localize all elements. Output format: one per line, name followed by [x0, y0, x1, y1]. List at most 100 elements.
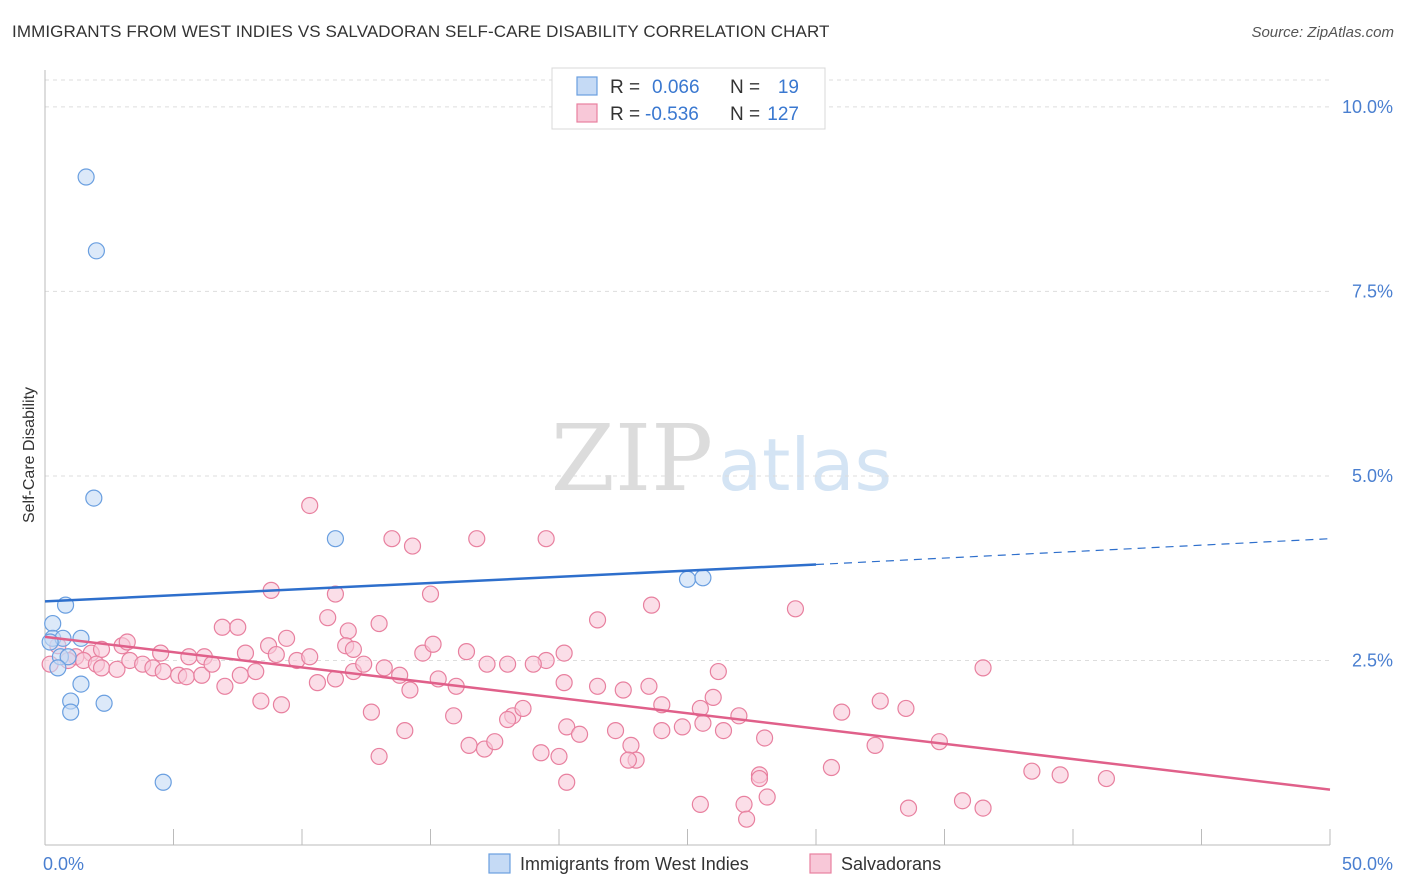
point-salvadorans [691, 795, 709, 814]
stats-r-label-2: R = [610, 104, 640, 125]
point-salvadorans [154, 662, 172, 681]
watermark-atlas: atlas [718, 423, 892, 507]
stats-n-value-1: 19 [778, 77, 799, 98]
point-salvadorans [550, 747, 568, 766]
point-west-indies [85, 489, 103, 507]
point-salvadorans [570, 725, 589, 743]
point-salvadorans [92, 659, 111, 677]
point-salvadorans [558, 773, 576, 791]
point-salvadorans [213, 618, 231, 636]
point-salvadorans [499, 655, 517, 673]
point-salvadorans [177, 668, 195, 686]
point-salvadorans [866, 736, 884, 754]
point-west-indies [77, 168, 95, 186]
point-salvadorans [478, 655, 496, 673]
point-salvadorans [1023, 762, 1041, 780]
stats-swatch-west-indies [576, 76, 598, 96]
y-tick-label: 2.5% [1352, 650, 1393, 670]
point-salvadorans [460, 736, 478, 754]
trendline-salvadorans [44, 635, 1331, 791]
point-salvadorans [216, 677, 234, 695]
trendline-west-indies [44, 563, 817, 603]
point-salvadorans [396, 721, 414, 740]
legend-swatch-salvadorans [809, 853, 832, 874]
point-salvadorans [833, 703, 851, 721]
point-salvadorans [499, 710, 517, 729]
point-salvadorans [614, 681, 632, 699]
point-salvadorans [899, 799, 918, 817]
point-salvadorans [738, 810, 756, 828]
point-salvadorans [362, 703, 380, 721]
stats-swatch-salvadorans [576, 103, 598, 123]
point-salvadorans [319, 609, 337, 627]
point-salvadorans [555, 644, 573, 662]
point-salvadorans [953, 792, 972, 810]
point-salvadorans [445, 707, 463, 725]
point-salvadorans [326, 670, 345, 688]
point-salvadorans [524, 655, 542, 673]
point-salvadorans [694, 714, 712, 732]
point-salvadorans [370, 614, 388, 633]
point-salvadorans [267, 645, 285, 664]
point-salvadorans [383, 530, 401, 548]
point-salvadorans [606, 721, 625, 740]
point-salvadorans [709, 662, 727, 681]
point-salvadorans [252, 692, 270, 710]
point-salvadorans [555, 674, 573, 692]
legend-label-salvadorans: Salvadorans [841, 854, 941, 874]
point-salvadorans [180, 648, 198, 666]
point-salvadorans [758, 788, 776, 806]
y-tick-labels: 2.5% 5.0% 7.5% 10.0% [1342, 97, 1393, 671]
point-salvadorans [704, 688, 722, 706]
chart-title: IMMIGRANTS FROM WEST INDIES VS SALVADORA… [12, 22, 830, 41]
point-salvadorans [730, 707, 748, 725]
point-salvadorans [355, 655, 373, 673]
point-salvadorans [1097, 769, 1116, 788]
y-tick-label: 7.5% [1352, 281, 1393, 301]
point-salvadorans [231, 666, 249, 684]
stats-r-value-1: 0.066 [652, 77, 700, 98]
point-salvadorans [236, 644, 255, 662]
point-salvadorans [871, 692, 889, 710]
point-salvadorans [974, 659, 992, 677]
point-salvadorans [619, 751, 637, 769]
stats-n-label-1: N = [730, 77, 760, 98]
point-salvadorans [750, 769, 769, 788]
point-salvadorans [974, 799, 992, 817]
point-salvadorans [424, 635, 442, 653]
point-salvadorans [370, 747, 388, 766]
x-tick-label-min: 0.0% [43, 854, 84, 874]
point-west-indies [59, 648, 77, 666]
legend-swatch-west-indies [488, 853, 511, 874]
point-salvadorans [401, 681, 419, 699]
point-salvadorans [457, 643, 476, 661]
point-salvadorans [735, 795, 753, 814]
point-salvadorans [152, 644, 170, 662]
point-salvadorans [588, 611, 607, 629]
point-salvadorans [714, 721, 733, 740]
bottom-legend: Immigrants from West Indies Salvadorans [488, 853, 941, 874]
point-west-indies [49, 659, 67, 677]
point-salvadorans [532, 744, 550, 762]
point-west-indies [326, 530, 345, 548]
point-salvadorans [642, 596, 661, 614]
trendline-west-indies-extension [815, 538, 1331, 566]
point-salvadorans [1051, 766, 1069, 784]
legend-label-west-indies: Immigrants from West Indies [520, 854, 749, 874]
trendlines [44, 538, 1331, 791]
point-salvadorans [247, 662, 265, 681]
point-salvadorans [622, 736, 640, 754]
point-west-indies [62, 703, 80, 721]
point-salvadorans [640, 677, 658, 695]
point-salvadorans [229, 618, 247, 636]
point-salvadorans [537, 530, 555, 548]
stats-legend: R = 0.066 N = 19 R = -0.536 N = 127 [551, 67, 826, 130]
stats-n-value-2: 127 [767, 104, 799, 125]
watermark: ZIP atlas [551, 405, 892, 512]
point-salvadorans [326, 585, 345, 603]
point-salvadorans [755, 729, 774, 747]
point-salvadorans [421, 585, 440, 603]
point-west-indies [44, 614, 62, 633]
stats-r-label-1: R = [610, 77, 640, 98]
